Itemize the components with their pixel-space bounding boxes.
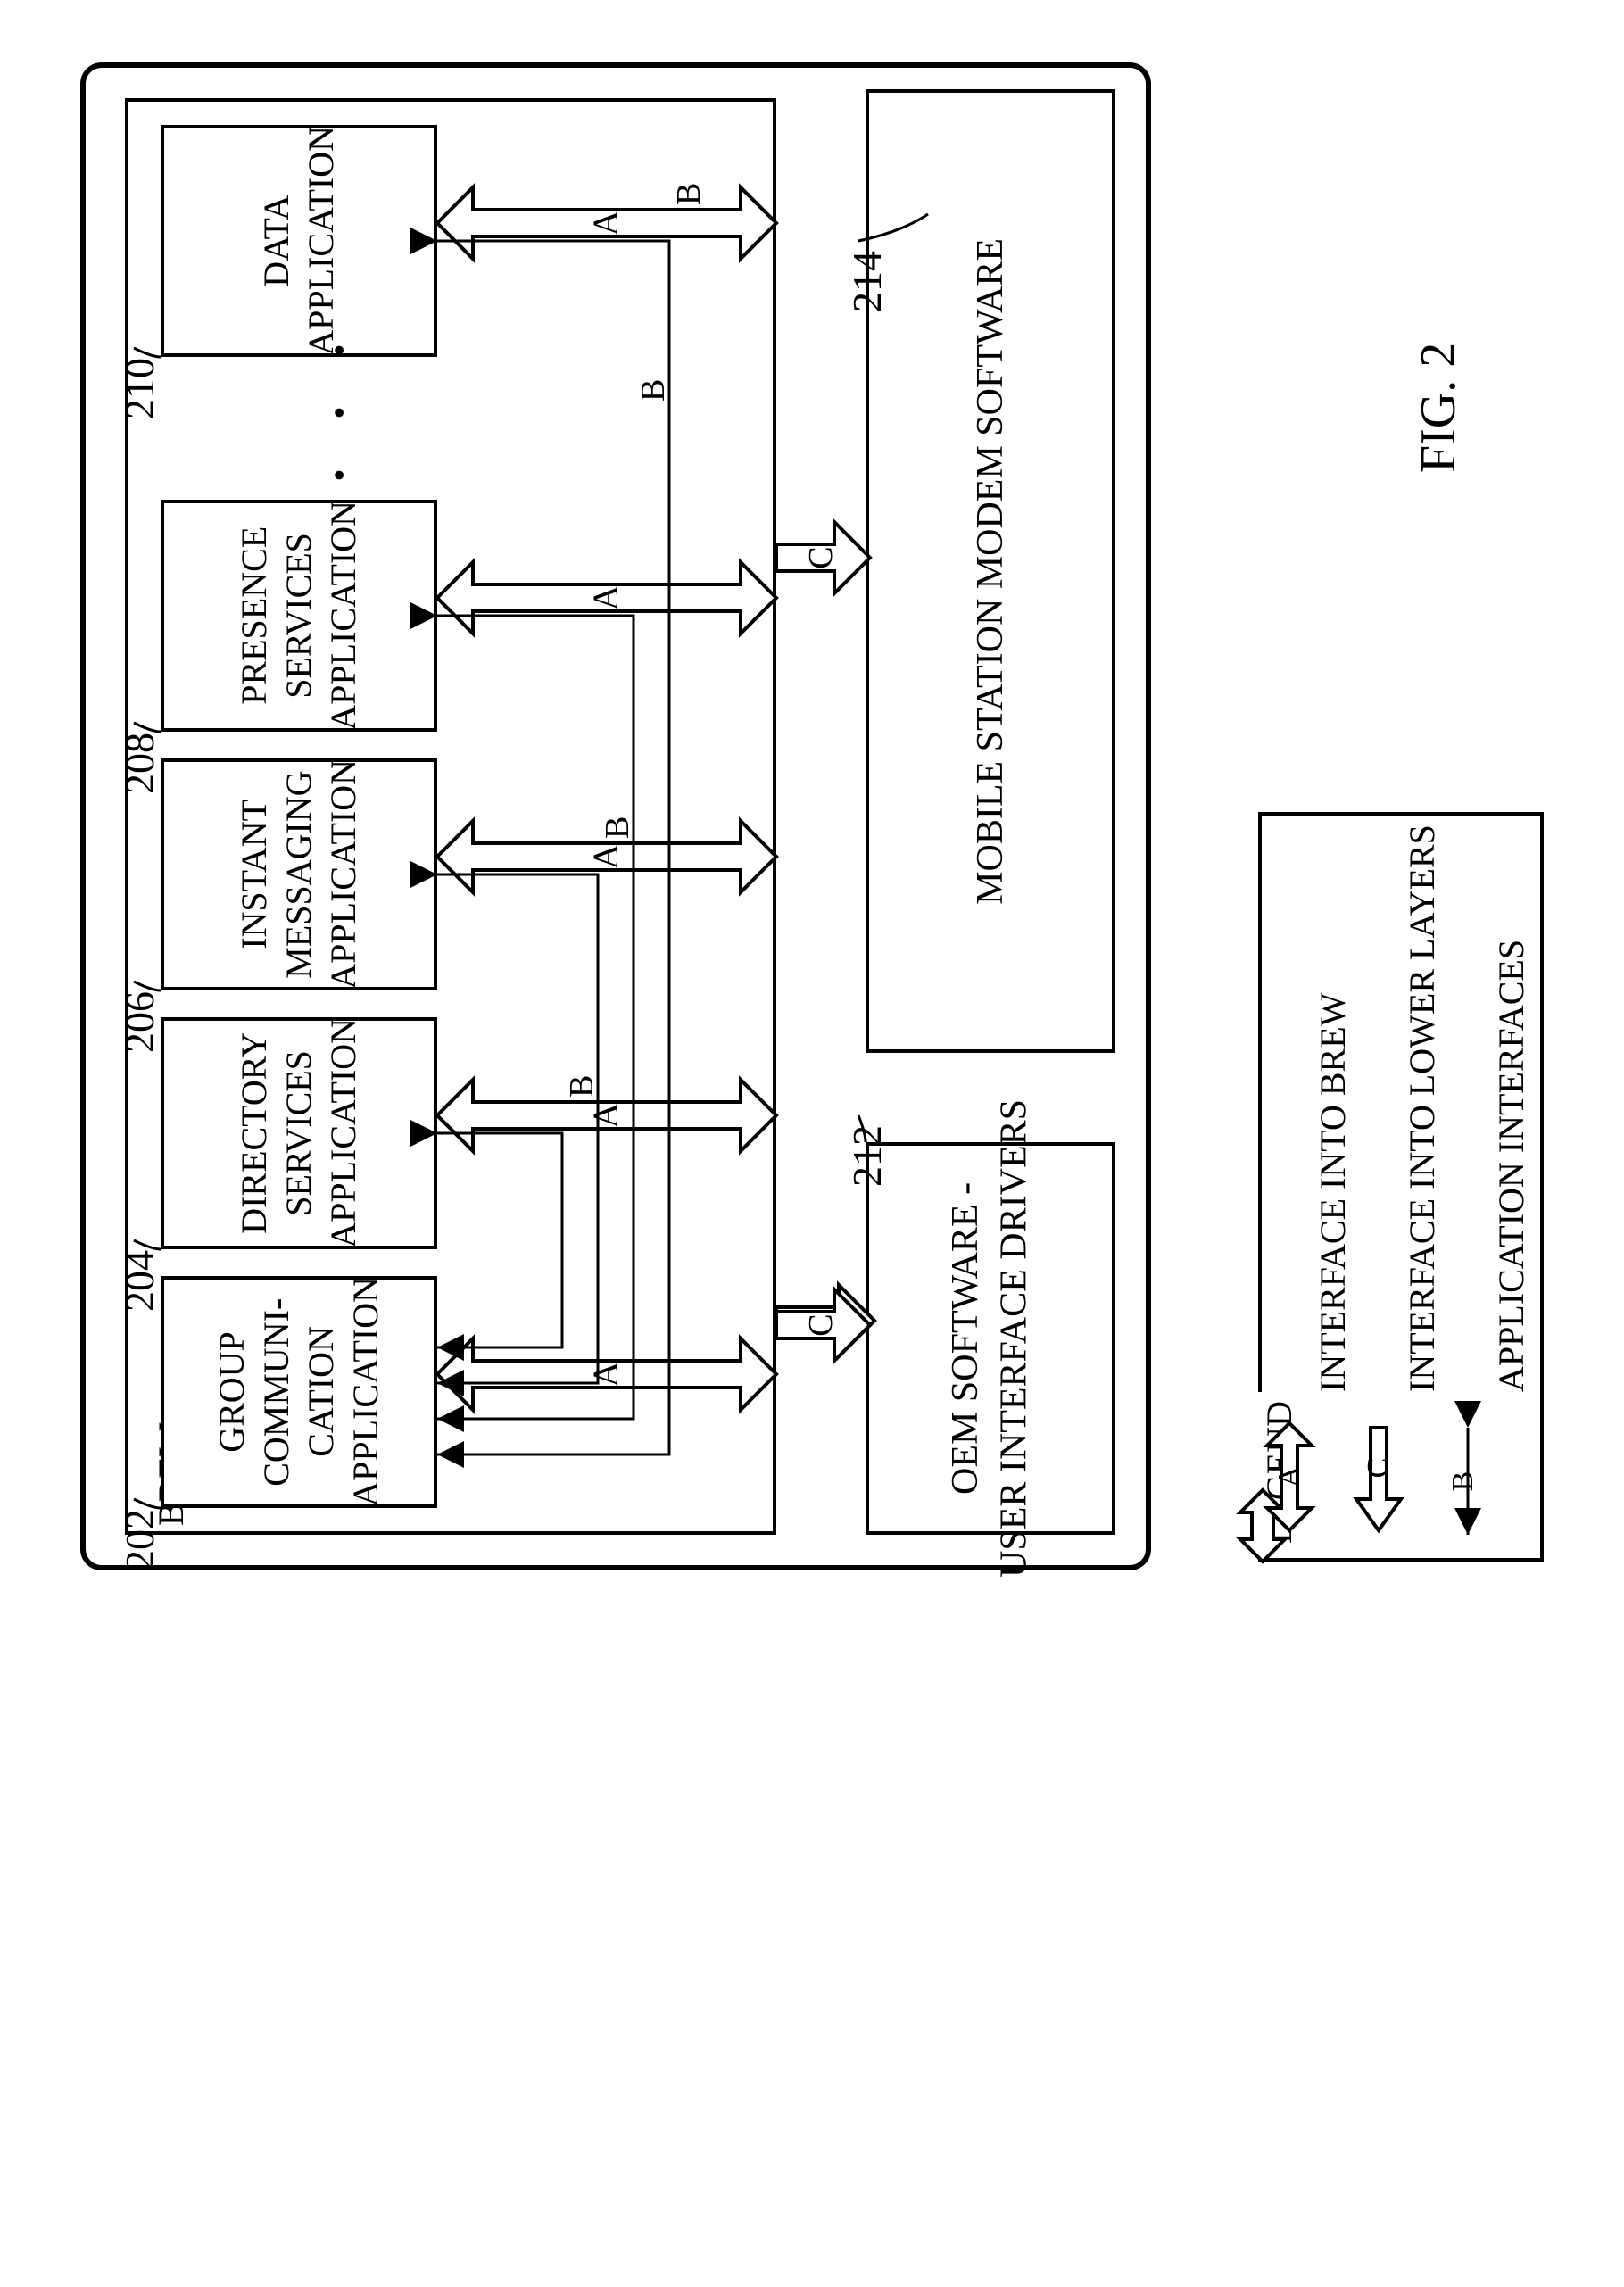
app-group: GROUP COMMUNI- CATION APPLICATION [161,1276,437,1508]
app-directory: DIRECTORY SERVICES APPLICATION [161,1017,437,1249]
oem-box-label: OEM SOFTWARE - USER INTERFACE DRIVERS [941,1099,1039,1578]
app-presence-label: PRESENCE SERVICES APPLICATION [232,501,366,731]
legend-item-a-text: INTERFACE INTO BREW [1312,993,1354,1392]
ref-202: 202 [116,1509,163,1570]
b-label-2: B [598,816,637,839]
ref-214: 214 [843,251,891,312]
app-data: DATA APPLICATION [161,125,437,357]
b-label-3: B [634,379,673,402]
b-label-4: B [669,183,708,205]
ref-206: 206 [116,991,163,1053]
ellipsis: . . . [294,326,356,482]
app-instant-label: INSTANT MESSAGING APPLICATION [232,759,366,990]
msm-box-label: MOBILE STATION MODEM SOFTWARE [966,238,1015,905]
b-label-1: B [562,1075,601,1098]
app-group-label: GROUP COMMUNI- CATION APPLICATION [210,1277,388,1507]
app-data-label: DATA APPLICATION [254,126,344,356]
app-directory-label: DIRECTORY SERVICES APPLICATION [232,1018,366,1248]
ref-212: 212 [843,1125,891,1187]
diagram-canvas: BREW GROUP COMMUNI- CATION APPLICATION D… [36,36,1588,2249]
figure-label: FIG. 2 [1410,343,1467,473]
app-presence: PRESENCE SERVICES APPLICATION [161,500,437,732]
app-instant: INSTANT MESSAGING APPLICATION [161,758,437,990]
legend-item-b-text: APPLICATION INTERFACES [1490,940,1532,1392]
legend-title: LEGEND [1258,1392,1300,1553]
ref-210: 210 [116,358,163,419]
oem-box: OEM SOFTWARE - USER INTERFACE DRIVERS [866,1142,1115,1535]
ref-208: 208 [116,733,163,794]
legend-item-c-text: INTERFACE INTO LOWER LAYERS [1401,824,1443,1392]
msm-box: MOBILE STATION MODEM SOFTWARE [866,89,1115,1053]
ref-204: 204 [116,1250,163,1312]
